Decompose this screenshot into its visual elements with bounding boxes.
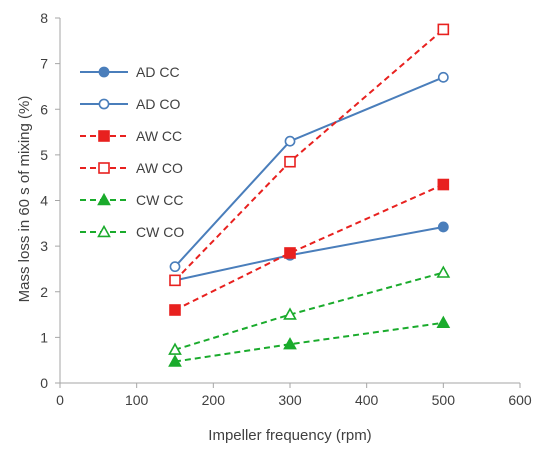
x-tick-label: 100 — [125, 392, 149, 408]
legend-entry: AW CC — [80, 128, 182, 144]
axes: 0 100 200 300 400 500 600 0 1 2 3 4 5 6 7 8 — [40, 10, 532, 408]
series-aw-co — [169, 23, 450, 287]
series-aw-cc — [169, 178, 450, 316]
legend-label: AW CC — [136, 128, 182, 144]
y-tick-label: 2 — [40, 284, 48, 300]
series-ad-cc — [169, 221, 449, 286]
y-tick-label: 6 — [40, 101, 48, 117]
y-tick-label: 1 — [40, 329, 48, 345]
data-point — [436, 265, 451, 278]
series-cw-cc — [168, 315, 451, 367]
x-tick-label: 500 — [432, 392, 456, 408]
data-point — [437, 71, 449, 83]
x-tick-label: 400 — [355, 392, 379, 408]
series-cw-co — [168, 265, 451, 355]
legend-label: CW CC — [136, 192, 183, 208]
series-ad-co — [169, 71, 449, 273]
data-point — [284, 135, 296, 147]
legend-marker — [97, 192, 111, 206]
x-tick-label: 600 — [508, 392, 532, 408]
series-line — [174, 183, 444, 311]
y-tick-label: 7 — [40, 56, 48, 72]
y-tick-label: 3 — [40, 238, 48, 254]
y-tick-label: 8 — [40, 10, 48, 26]
series-line — [174, 321, 444, 363]
legend-label: AW CO — [136, 160, 183, 176]
legend-label: CW CO — [136, 224, 184, 240]
data-point — [169, 261, 181, 273]
data-point — [168, 342, 182, 355]
series-line — [174, 225, 444, 282]
series-line — [174, 28, 444, 282]
y-tick-label: 4 — [40, 193, 48, 209]
data-point — [437, 23, 450, 36]
legend-marker — [98, 66, 110, 78]
data-point — [436, 315, 451, 328]
data-point — [169, 274, 181, 287]
legend-entry: AW CO — [80, 160, 183, 176]
legend-entry: CW CO — [80, 224, 184, 240]
series-lines — [168, 23, 451, 367]
x-axis-title: Impeller frequency (rpm) — [208, 427, 371, 444]
data-point — [284, 155, 296, 168]
legend-label: AD CO — [136, 96, 180, 112]
x-tick-label: 200 — [202, 392, 226, 408]
data-point — [169, 304, 181, 316]
x-tick-label: 0 — [56, 392, 64, 408]
data-point — [437, 221, 449, 233]
legend-entry: CW CC — [80, 192, 183, 208]
data-point — [283, 337, 297, 350]
series-line — [174, 76, 444, 268]
legend-marker — [98, 162, 110, 174]
y-axis-title: Mass loss in 60 s of mixing (%) — [16, 96, 33, 303]
data-point — [283, 307, 297, 320]
y-tick-label: 0 — [40, 375, 48, 391]
y-tick-label: 5 — [40, 147, 48, 163]
x-tick-label: 300 — [278, 392, 302, 408]
series-line — [174, 271, 444, 351]
data-point — [284, 247, 296, 259]
legend: AD CC AD CO AW CC AW CO CW CC CW CO — [80, 64, 184, 240]
legend-marker — [98, 98, 110, 110]
legend-label: AD CC — [136, 64, 180, 80]
legend-marker — [98, 130, 110, 142]
data-point — [168, 354, 182, 367]
legend-entry: AD CO — [80, 96, 180, 112]
legend-entry: AD CC — [80, 64, 180, 80]
legend-marker — [97, 224, 111, 238]
data-point — [437, 178, 450, 191]
